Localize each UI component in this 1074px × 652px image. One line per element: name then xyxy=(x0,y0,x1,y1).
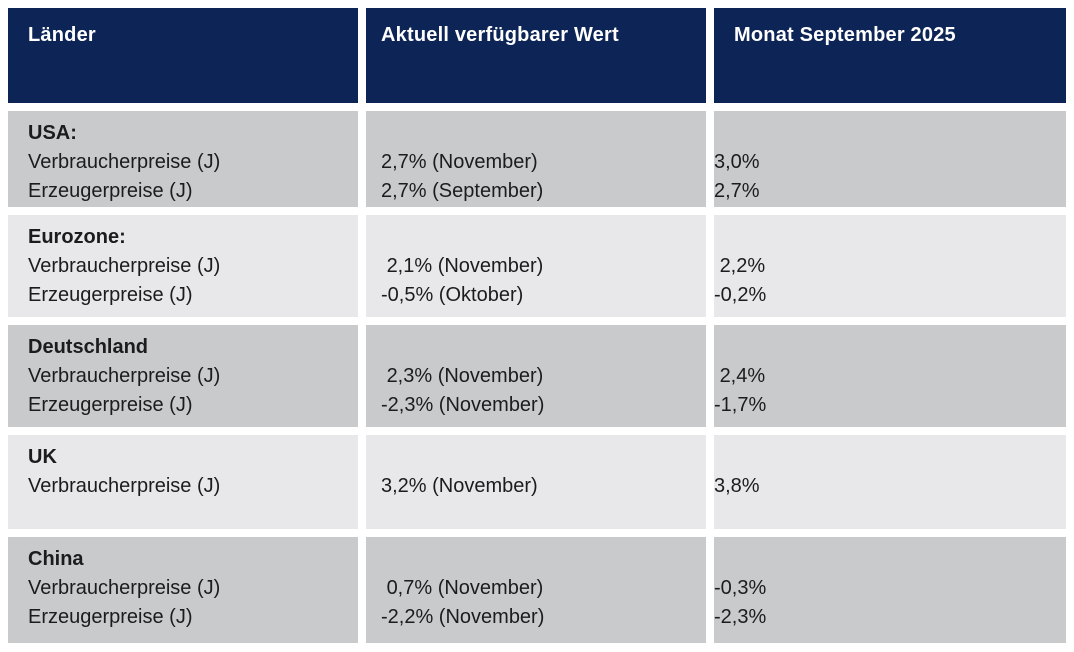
september-value-cell: 3,0% 2,7% xyxy=(714,111,1066,207)
table-row-china: China Verbraucherpreise (J) Erzeugerprei… xyxy=(8,537,1066,643)
column-header-monat-september-2025: Monat September 2025 xyxy=(714,8,1066,103)
table-header-row: Länder Aktuell verfügbarer Wert Monat Se… xyxy=(8,8,1066,103)
metric-labels: Verbraucherpreise (J) Erzeugerpreise (J) xyxy=(28,365,221,416)
current-value-cell: 2,3% (November) -2,3% (November) xyxy=(366,325,706,427)
country-name: USA: xyxy=(28,122,77,144)
column-header-laender: Länder xyxy=(8,8,358,103)
september-value-cell: 2,4% -1,7% xyxy=(714,325,1066,427)
current-value-cell: 3,2% (November) xyxy=(366,435,706,529)
september-value-cell: -0,3% -2,3% xyxy=(714,537,1066,643)
country-cell: Deutschland Verbraucherpreise (J) Erzeug… xyxy=(8,325,358,427)
table-row-usa: USA: Verbraucherpreise (J) Erzeugerpreis… xyxy=(8,111,1066,207)
current-value-cell: 2,1% (November) -0,5% (Oktober) xyxy=(366,215,706,317)
september-value-cell: 2,2% -0,2% xyxy=(714,215,1066,317)
country-name: Deutschland xyxy=(28,336,149,358)
country-cell: USA: Verbraucherpreise (J) Erzeugerpreis… xyxy=(8,111,358,207)
metric-labels: Verbraucherpreise (J) Erzeugerpreise (J) xyxy=(28,151,221,202)
country-cell: UK Verbraucherpreise (J) xyxy=(8,435,358,529)
country-name: UK xyxy=(28,446,57,468)
metric-labels: Verbraucherpreise (J) xyxy=(28,475,221,497)
september-value-cell: 3,8% xyxy=(714,435,1066,529)
table-row-uk: UK Verbraucherpreise (J) 3,2% (November)… xyxy=(8,435,1066,529)
country-cell: Eurozone: Verbraucherpreise (J) Erzeuger… xyxy=(8,215,358,317)
country-name: China xyxy=(28,548,84,570)
country-cell: China Verbraucherpreise (J) Erzeugerprei… xyxy=(8,537,358,643)
table-row-eurozone: Eurozone: Verbraucherpreise (J) Erzeuger… xyxy=(8,215,1066,317)
column-header-aktueller-wert: Aktuell verfügbarer Wert xyxy=(366,8,706,103)
country-name: Eurozone: xyxy=(28,226,126,248)
metric-labels: Verbraucherpreise (J) Erzeugerpreise (J) xyxy=(28,255,221,306)
metric-labels: Verbraucherpreise (J) Erzeugerpreise (J) xyxy=(28,577,221,628)
table-row-deutschland: Deutschland Verbraucherpreise (J) Erzeug… xyxy=(8,325,1066,427)
current-value-cell: 2,7% (November) 2,7% (September) xyxy=(366,111,706,207)
current-value-cell: 0,7% (November) -2,2% (November) xyxy=(366,537,706,643)
